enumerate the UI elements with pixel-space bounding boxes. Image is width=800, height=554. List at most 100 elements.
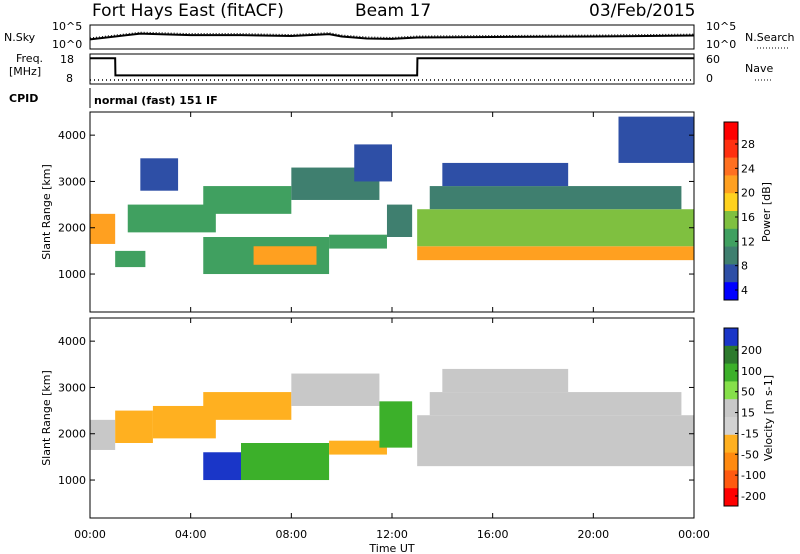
colorbar-tick-label: 8 — [741, 260, 748, 273]
colorbar-segment — [724, 470, 738, 489]
x-tick-label: 08:00 — [275, 528, 307, 541]
nsearch-label: N.Search — [745, 31, 795, 44]
colorbar-tick-label: -15 — [741, 427, 759, 440]
y-tick-label: 4000 — [58, 335, 86, 348]
colorbar-tick-label: -200 — [741, 490, 766, 503]
colorbar-segment — [724, 363, 738, 382]
scatter-region — [429, 392, 682, 416]
colorbar-tick-label: 15 — [741, 407, 755, 420]
scatter-region — [329, 234, 387, 249]
velocity-ylabel: Slant Range [km] — [40, 370, 53, 466]
colorbar-tick-label: 16 — [741, 211, 755, 224]
scatter-region — [241, 443, 330, 481]
colorbar-segment — [724, 139, 738, 159]
nave-tick-top: 60 — [706, 53, 720, 66]
cpid-text: normal (fast) 151 IF — [94, 94, 218, 107]
x-tick-label: 00:00 — [74, 528, 106, 541]
x-tick-label: 04:00 — [175, 528, 207, 541]
nave-label: Nave — [745, 62, 773, 75]
freq-unit: [MHz] — [9, 65, 41, 78]
colorbar-segment — [724, 175, 738, 194]
power-ylabel: Slant Range [km] — [40, 164, 53, 260]
scatter-region — [203, 186, 292, 214]
y-tick-label: 4000 — [58, 129, 86, 142]
nsky-panel — [89, 24, 695, 50]
scatter-region — [329, 440, 387, 455]
colorbar-tick-label: -50 — [741, 448, 759, 461]
x-tick-label: 12:00 — [376, 528, 408, 541]
velocity-colorbar-label: Velocity [m s-1] — [762, 375, 775, 461]
colorbar-tick-label: 12 — [741, 235, 755, 248]
nsky-label: N.Sky — [4, 31, 36, 44]
scatter-region — [203, 452, 241, 481]
freq-panel — [89, 53, 695, 85]
colorbar-tick-label: 4 — [741, 284, 748, 297]
cpid-label: CPID — [9, 92, 38, 105]
scatter-region — [442, 162, 569, 187]
scatter-region — [417, 209, 694, 247]
scatter-region — [429, 186, 682, 210]
nsky-series-line — [89, 32, 695, 41]
colorbar-tick-label: 200 — [741, 344, 762, 357]
colorbar-segment — [724, 193, 738, 212]
colorbar-tick-label: 20 — [741, 187, 755, 200]
y-tick-label: 1000 — [58, 474, 86, 487]
colorbar-segment — [724, 122, 738, 141]
scatter-region — [203, 392, 292, 420]
colorbar-tick-label: -100 — [741, 469, 766, 482]
x-tick-label: 16:00 — [477, 528, 509, 541]
colorbar-tick-label: 100 — [741, 365, 762, 378]
scatter-region — [442, 368, 569, 393]
colorbar-tick-label: 50 — [741, 386, 755, 399]
nsky-tick-top: 10^5 — [52, 20, 82, 33]
colorbar-tick-label: 28 — [741, 138, 755, 151]
scatter-region — [379, 401, 413, 448]
scatter-region — [618, 116, 694, 163]
freq-label: Freq. — [16, 52, 43, 65]
colorbar-segment — [724, 452, 738, 471]
freq-tick-bottom: 8 — [66, 72, 73, 85]
colorbar-segment — [724, 328, 738, 347]
y-tick-label: 2000 — [58, 222, 86, 235]
y-tick-label: 3000 — [58, 175, 86, 188]
y-tick-label: 1000 — [58, 268, 86, 281]
scatter-region — [354, 144, 392, 182]
scatter-region — [417, 415, 694, 467]
power-colorbar-label: Power [dB] — [760, 182, 773, 242]
colorbar-tick-label: 24 — [741, 162, 755, 175]
freq-tick-top: 18 — [60, 53, 74, 66]
colorbar-segment — [724, 228, 738, 248]
scatter-region — [90, 213, 116, 244]
colorbar-segment — [724, 246, 738, 265]
beam-label: Beam 17 — [355, 1, 431, 21]
scatter-region — [291, 373, 380, 406]
colorbar-segment — [724, 434, 738, 454]
scatter-region — [417, 246, 694, 261]
time-axis-label: Time UT — [368, 542, 414, 554]
colorbar-segment — [724, 211, 738, 230]
colorbar-segment — [724, 399, 738, 418]
scatter-region — [386, 204, 413, 237]
scatter-region — [115, 410, 153, 443]
colorbar-segment — [724, 264, 738, 283]
nsearch-tick-top: 10^5 — [706, 20, 736, 33]
freq-series-line — [90, 57, 694, 77]
y-tick-label: 2000 — [58, 428, 86, 441]
nave-tick-bottom: 0 — [706, 72, 713, 85]
scatter-region — [90, 419, 116, 450]
nsearch-series-line — [89, 31, 695, 39]
velocity-panel: 4000 3000 2000 1000 — [58, 317, 695, 519]
nsky-tick-bottom: 10^0 — [52, 38, 82, 51]
scatter-region — [115, 250, 146, 268]
colorbar-segment — [724, 282, 738, 301]
colorbar-segment — [724, 488, 738, 507]
time-axis: 00:00 04:00 08:00 12:00 16:00 20:00 00:00 — [74, 528, 710, 541]
scatter-region — [140, 158, 179, 191]
colorbar-segment — [724, 157, 738, 176]
colorbar-segment — [724, 345, 738, 365]
colorbar-segment — [724, 417, 738, 436]
power-colorbar: 28 24 20 16 12 8 4 — [723, 121, 755, 301]
power-panel: 4000 3000 2000 1000 — [58, 111, 695, 313]
y-tick-label: 3000 — [58, 381, 86, 394]
